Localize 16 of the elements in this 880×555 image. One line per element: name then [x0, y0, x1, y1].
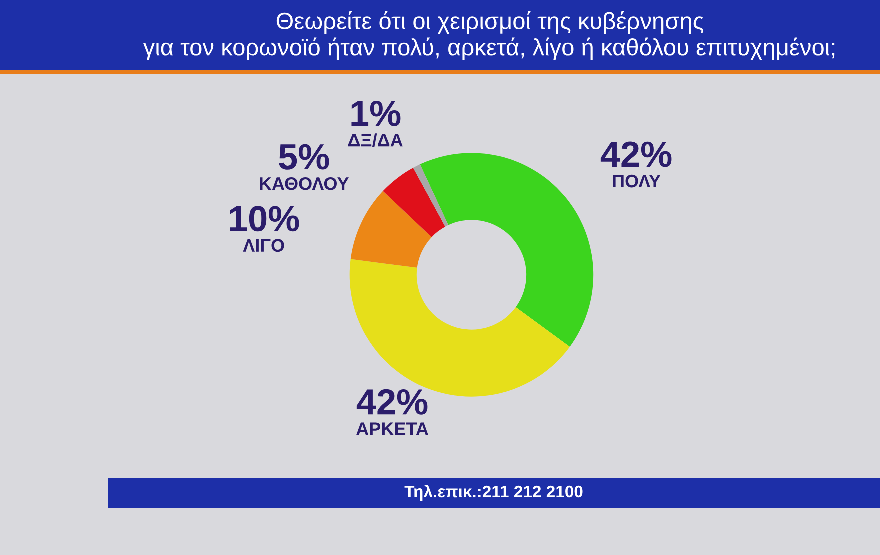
data-label: 1%: [352, 100, 401, 126]
donut-slice: [420, 153, 594, 347]
data-label: 10%: [230, 206, 300, 232]
text: Τηλ.επικ.:211 212 2100: [404, 485, 583, 501]
chart-title: Θεωρείτε ότι οι χειρισμοί της κυβέρνησης για τον κορωνοϊό ήταν πολύ, αρκετά, λίγο ή καθόλου επιτυχημένοι;: [143, 12, 835, 60]
slice-label: ΛΙΓΟ: [243, 239, 284, 252]
slice-label: ΠΟΛΥ: [613, 174, 661, 188]
donut-slice: [350, 191, 432, 268]
donut-slice: [383, 168, 446, 238]
slice-label: ΚΑΘΟΛΟΥ: [260, 178, 350, 190]
slice-label: ΔΞ/ΔΑ: [348, 134, 403, 148]
data-label: 5%: [279, 144, 330, 170]
slice-label: ΑΡΚΕΤΑ: [356, 422, 428, 436]
data-label: 42%: [600, 142, 672, 168]
donut-slice: [413, 164, 449, 227]
data-label: 42%: [356, 389, 428, 415]
